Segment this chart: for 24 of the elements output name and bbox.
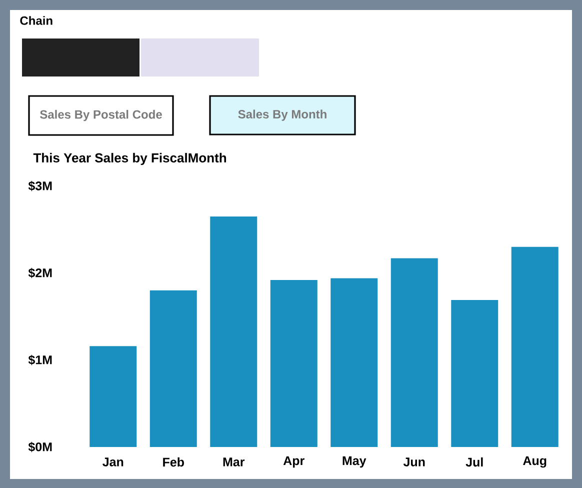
y-tick-label: $3M <box>28 180 52 192</box>
bar <box>451 300 498 447</box>
x-tick-label: Aug <box>523 456 546 468</box>
bar <box>90 346 137 447</box>
x-tick-label: Feb <box>163 457 184 467</box>
chart-title: This Year Sales by FiscalMonth <box>33 152 226 166</box>
y-tick-label: $0M <box>28 442 52 452</box>
bar <box>210 216 258 447</box>
x-tick-label: Jan <box>102 458 124 466</box>
bar <box>270 280 318 447</box>
text: Sales By Postal Code <box>40 110 162 122</box>
x-tick-label: Jul <box>466 457 483 467</box>
x-tick-label: May <box>342 456 366 468</box>
x-tick-label: Apr <box>283 456 304 468</box>
y-tick-label: $1M <box>28 354 52 366</box>
x-tick-label: Mar <box>223 458 245 466</box>
y-tick-label: $2M <box>28 268 52 278</box>
bar <box>390 258 438 447</box>
bar <box>511 246 558 447</box>
bar <box>150 290 197 447</box>
x-tick-label: Jun <box>403 458 425 466</box>
text: Chain <box>20 16 52 25</box>
bar <box>330 278 378 447</box>
text: Sales By Month <box>238 110 326 121</box>
